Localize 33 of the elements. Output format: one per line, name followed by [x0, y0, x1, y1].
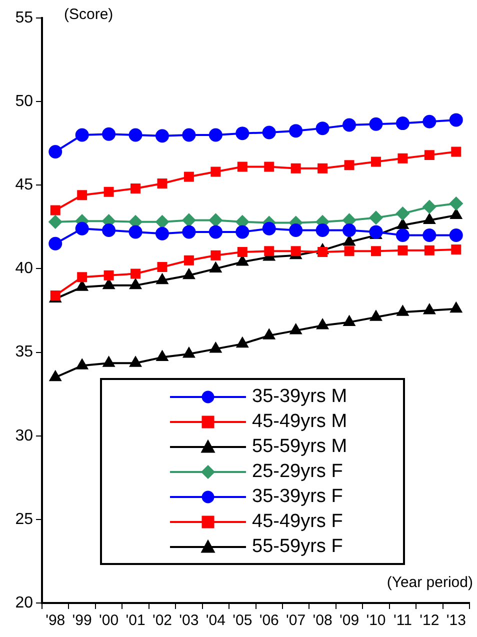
x-tick-label: '01 [126, 612, 146, 630]
legend-label: 25-29yrs F [252, 460, 343, 482]
x-tick-label: '03 [179, 612, 199, 630]
x-tick-label: '07 [286, 612, 306, 630]
y-tick-label: 20 [15, 594, 34, 612]
legend-label: 35-39yrs M [252, 386, 348, 408]
legend-label: 45-49yrs F [252, 510, 343, 532]
x-tick-label: '08 [312, 612, 332, 630]
x-tick-label: '98 [46, 612, 66, 630]
x-tick-label: '05 [232, 612, 252, 630]
x-tick-label: '10 [366, 612, 386, 630]
legend-label: 55-59yrs F [252, 536, 343, 558]
x-tick-label: '09 [339, 612, 360, 630]
y-tick-label: 55 [15, 9, 34, 26]
x-tick-label: '00 [99, 612, 119, 630]
x-tick-label: '02 [152, 612, 172, 630]
x-tick-label: '11 [393, 612, 412, 630]
legend-label: 55-59yrs M [252, 436, 348, 458]
y-tick-label: 30 [15, 427, 34, 444]
y-tick-label: 25 [15, 510, 34, 528]
x-tick-label: '06 [259, 612, 279, 630]
y-tick-label: 40 [15, 260, 34, 278]
legend-label: 45-49yrs M [252, 410, 348, 432]
y-tick-label: 35 [15, 344, 34, 361]
x-tick-label: '04 [206, 612, 226, 630]
y-axis-title: (Score) [64, 6, 114, 23]
x-axis-title: (Year period) [386, 574, 473, 591]
x-tick-label: '99 [72, 612, 92, 630]
x-tick-label: '13 [446, 612, 466, 630]
y-tick-label: 50 [15, 92, 34, 110]
x-tick-label: '12 [420, 612, 440, 630]
legend-label: 35-39yrs F [252, 486, 343, 508]
y-tick-label: 45 [15, 176, 34, 194]
